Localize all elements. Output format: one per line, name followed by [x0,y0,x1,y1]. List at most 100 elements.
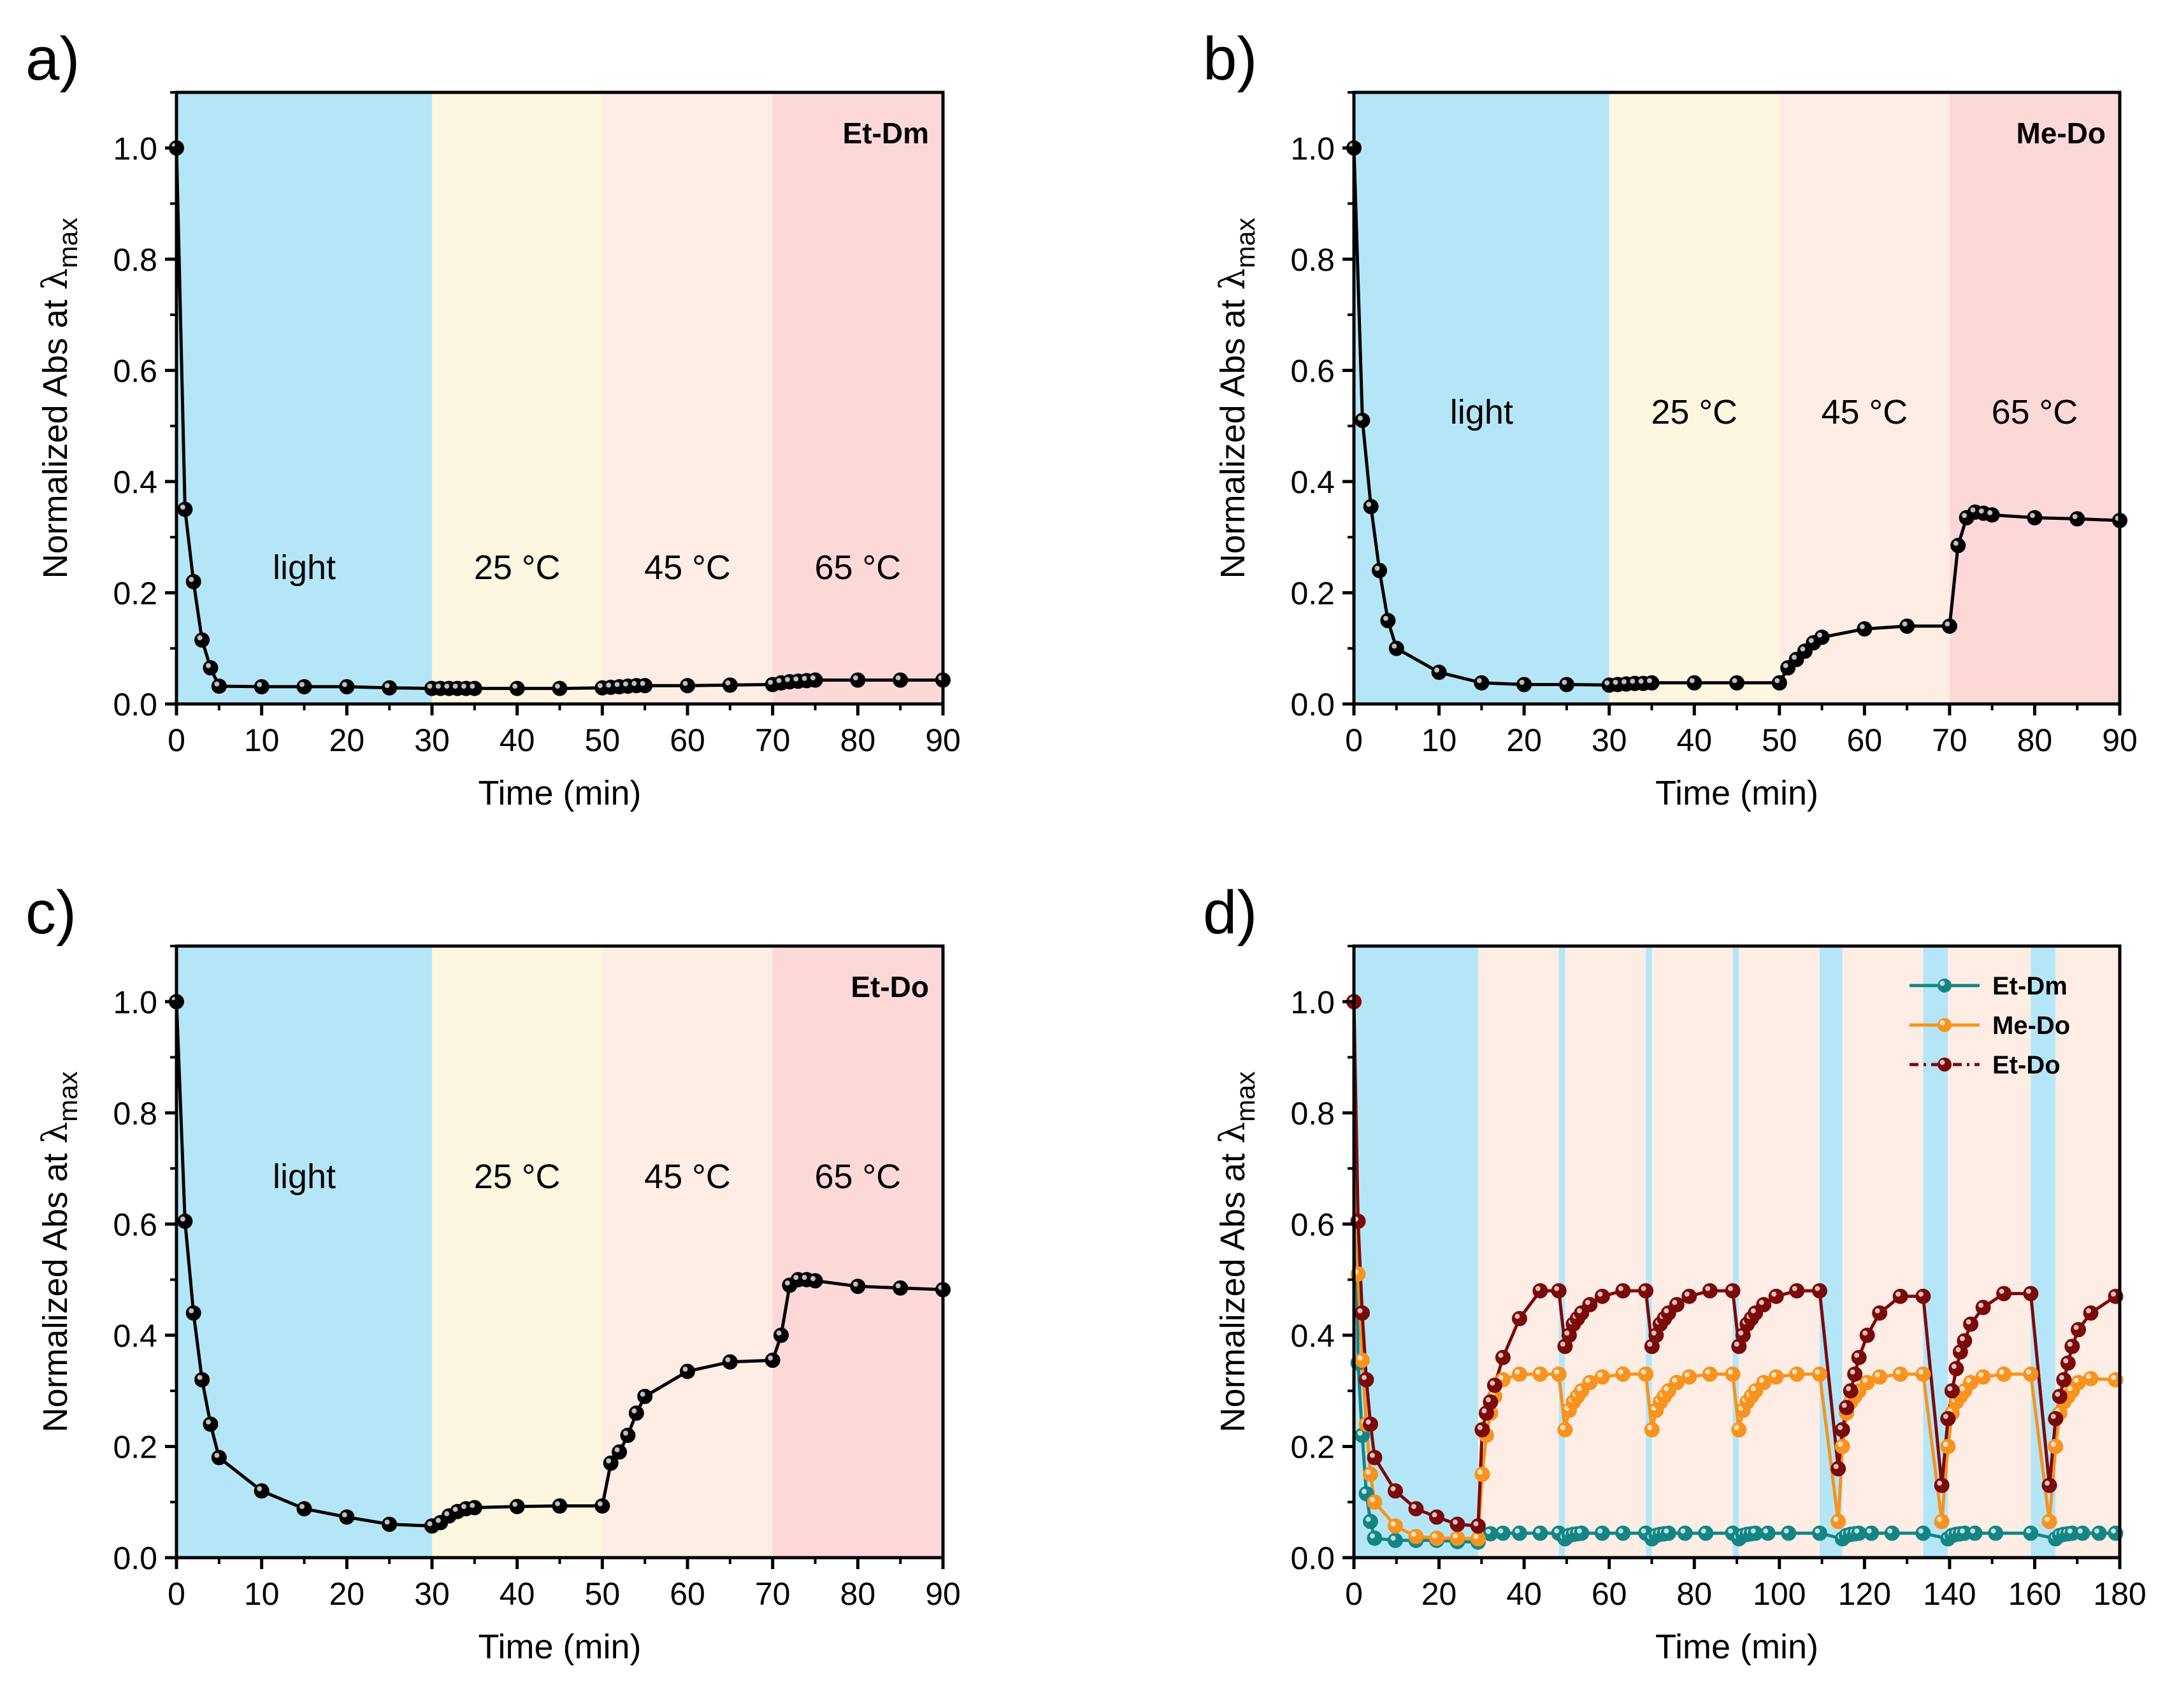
data-point-highlight [2072,513,2078,519]
data-point-highlight [1618,1528,1623,1534]
data-point-highlight [768,679,773,685]
x-tick-label: 60 [670,1576,705,1612]
data-point-highlight [1514,1369,1520,1375]
data-point [628,1405,644,1421]
data-point [2023,1525,2039,1541]
data-point-highlight [1535,1528,1541,1534]
data-point-highlight [1476,678,1482,684]
data-point-highlight [606,682,612,688]
data-point-highlight [1365,1419,1371,1425]
data-point [1431,664,1447,680]
data-point-highlight [452,684,458,689]
data-point-highlight [1641,1528,1646,1534]
data-point [1789,1367,1805,1382]
data-point [466,1500,482,1516]
data-point [1644,1422,1660,1438]
data-point-highlight [1959,1386,1965,1391]
data-point-highlight [461,684,466,689]
data-point-highlight [631,1408,637,1414]
data-point-highlight [852,1281,858,1287]
data-point-highlight [1978,1372,1984,1377]
data-point [2023,1367,2039,1382]
data-point [1644,675,1660,691]
data-point-highlight [1481,1408,1487,1414]
data-point [2041,1514,2057,1530]
data-point [177,1214,193,1229]
x-tick-label: 40 [1676,722,1712,758]
x-tick-label: 140 [1923,1576,1976,1612]
x-axis-title: Time (min) [478,774,642,812]
data-point [1944,1383,1960,1399]
y-axis-title-sub: max [1230,218,1260,268]
data-point-highlight [776,678,782,684]
data-point [1363,499,1379,515]
x-tick-label: 50 [585,722,621,758]
data-point [1470,1531,1486,1547]
x-tick-label: 10 [244,1576,280,1612]
region-band [432,946,603,1558]
data-point [1408,1528,1424,1544]
data-point [1915,1288,1931,1304]
data-point-highlight [1369,1497,1375,1503]
x-tick-label: 40 [1506,1576,1542,1612]
data-point-highlight [1684,1372,1690,1377]
data-point-highlight [682,680,688,686]
data-point-highlight [1750,1528,1756,1534]
y-axis-title-main: Normalized Abs at [1214,1144,1252,1432]
data-point [1811,1525,1827,1541]
data-point-highlight [1576,1308,1582,1314]
data-point [1834,1422,1850,1438]
x-tick-label: 30 [414,722,450,758]
data-point [637,678,653,694]
region-band [1842,946,1924,1558]
data-point-highlight [1432,1512,1437,1518]
data-point-highlight [1411,1503,1416,1509]
data-point [1677,1525,1693,1541]
data-point [1864,1525,1880,1541]
data-point-highlight [2067,1341,2073,1347]
data-point-highlight [1999,1288,2004,1294]
y-tick-label: 0.8 [113,1096,157,1131]
legend-marker-highlight [1939,980,1945,986]
data-point [1355,412,1370,428]
data-point [620,1428,636,1443]
data-point [2064,1338,2080,1354]
data-point-highlight [2050,1414,2056,1419]
y-tick-label: 1.0 [113,131,157,166]
y-axis-title-lambda: λ [1212,1122,1253,1144]
data-point [1681,1369,1697,1385]
x-tick-label: 60 [1847,722,1883,758]
data-point-highlight [342,682,347,687]
data-point [1934,1477,1950,1493]
data-point [1638,1283,1654,1299]
data-point [1768,1369,1784,1385]
data-point-highlight [2073,1377,2079,1383]
data-point-highlight [1411,1532,1416,1537]
region-label: 25 °C [474,549,561,587]
data-point-highlight [197,635,203,641]
data-point-highlight [1738,1330,1744,1336]
data-point [1967,1525,1983,1541]
x-tick-label: 80 [840,722,876,758]
data-point-highlight [1705,1369,1711,1375]
panel-2: light 25 °C 45 °C 65 °C Me-Do 0 10 20 30 40 50 60 70… [1203,25,2138,812]
data-point-highlight [470,1502,475,1508]
data-point-highlight [435,1518,441,1523]
data-point [1884,1525,1900,1541]
data-point [1915,1367,1931,1382]
data-point-highlight [1734,1425,1739,1430]
data-point [1532,1525,1548,1541]
data-point-highlight [2111,1528,2117,1534]
data-point [382,1516,398,1532]
data-point [1474,675,1490,691]
data-point [2069,511,2085,527]
data-point-highlight [1365,1469,1371,1475]
data-point-highlight [1966,1377,1971,1383]
data-point-highlight [1866,1528,1872,1534]
y-axis-title: Normalized Abs at λmax [1212,1072,1260,1433]
region-label: 25 °C [474,1158,561,1196]
data-point [1941,618,1957,634]
data-point-highlight [1970,1528,1976,1534]
data-point [509,1498,525,1514]
